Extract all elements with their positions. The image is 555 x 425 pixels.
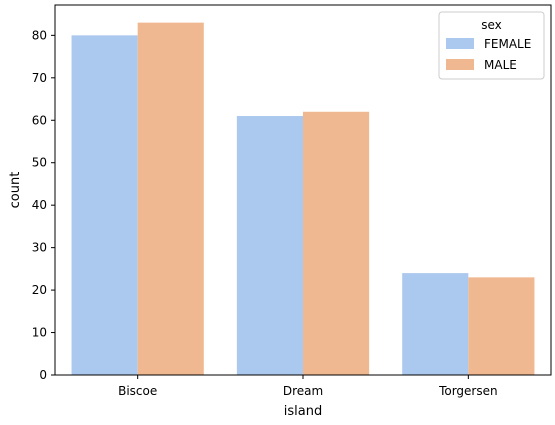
legend: sex FEMALE MALE xyxy=(438,11,545,80)
x-tick-label: Torgersen xyxy=(438,384,498,398)
legend-swatch-female xyxy=(446,38,474,49)
legend-swatch-male xyxy=(446,59,474,70)
x-tick-label: Biscoe xyxy=(118,384,157,398)
x-axis-ticks: Biscoe Dream Torgersen xyxy=(118,375,498,398)
plot-frame xyxy=(54,4,552,376)
bar-female-dream xyxy=(236,116,303,375)
y-tick-label: 20 xyxy=(32,283,47,297)
bar-male-biscoe xyxy=(137,22,204,375)
y-axis-label: count xyxy=(8,172,23,209)
bar-male-dream xyxy=(303,111,370,376)
y-tick-label: 30 xyxy=(32,241,47,255)
y-tick-label: 80 xyxy=(32,28,47,42)
legend-label-male: MALE xyxy=(484,58,517,72)
legend-label-female: FEMALE xyxy=(484,37,531,51)
bars-group xyxy=(71,22,535,376)
y-tick-label: 40 xyxy=(32,198,47,212)
legend-title: sex xyxy=(481,18,502,32)
x-tick-label: Dream xyxy=(283,384,323,398)
y-tick-label: 70 xyxy=(32,71,47,85)
bar-female-biscoe xyxy=(71,35,138,375)
x-axis-label: island xyxy=(284,404,322,419)
y-tick-label: 50 xyxy=(32,156,47,170)
y-axis-ticks: 0 10 20 30 40 50 60 70 80 xyxy=(32,28,55,382)
y-tick-label: 10 xyxy=(32,326,47,340)
legend-items: FEMALE MALE xyxy=(446,37,531,72)
y-tick-label: 60 xyxy=(32,113,47,127)
y-tick-label: 0 xyxy=(39,368,47,382)
bar-male-torgersen xyxy=(468,277,535,375)
bar-female-torgersen xyxy=(402,273,469,375)
